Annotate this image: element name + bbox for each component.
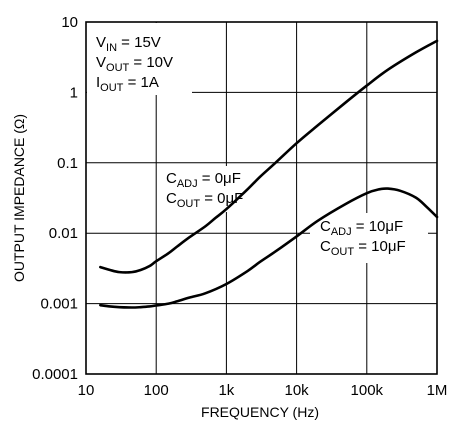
y-tick-label: 0.0001 [32,366,78,383]
condition-label: IOUT = 1A [96,74,159,94]
x-tick-label: 100 [144,382,169,399]
y-tick-label: 0.001 [40,296,78,313]
series-1-label: CADJ = 0μF [166,170,241,190]
series-layer [99,39,439,309]
condition-label: VIN = 15V [96,34,161,54]
series-1-label: COUT = 0μF [166,190,243,210]
x-tick-label: 10k [285,382,310,399]
series-line-2 [99,187,439,309]
series-2-label: COUT = 10μF [320,238,406,258]
label-mask [87,23,192,95]
y-axis-label: OUTPUT IMPEDANCE (Ω) [11,114,27,282]
x-tick-label: 1M [427,382,448,399]
y-tick-label: 1 [70,84,78,101]
y-tick-label: 0.1 [57,155,78,172]
tick-labels: 10 100 1k 10k 100k 1M 10 1 0.1 0.01 0.001 0.0001 [32,14,447,399]
x-tick-label: 100k [351,382,384,399]
condition-label: VOUT = 10V [96,54,173,74]
x-tick-label: 10 [78,382,95,399]
x-tick-label: 1k [218,382,234,399]
x-axis-label: FREQUENCY (Hz) [201,404,319,420]
grid [85,21,438,375]
series-line-1 [99,39,439,274]
y-tick-label: 10 [61,14,78,31]
y-tick-label: 0.01 [49,225,78,242]
label-mask [163,166,275,212]
label-mask [310,213,428,263]
series-2-label: CADJ = 10μF [320,218,403,238]
